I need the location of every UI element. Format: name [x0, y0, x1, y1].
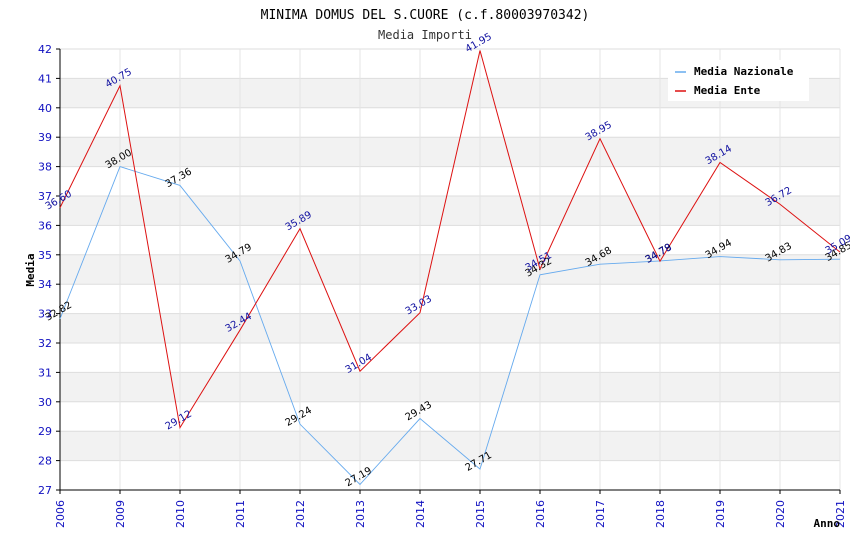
x-axis-label: Anno	[814, 517, 841, 530]
x-tick-label: 2020	[774, 500, 787, 528]
chart-subtitle: Media Importi	[378, 28, 472, 42]
series-line-media-nazionale	[59, 166, 841, 486]
y-tick-label: 36	[38, 219, 52, 232]
grid-band	[60, 431, 840, 461]
legend-label-media-nazionale: Media Nazionale	[694, 65, 794, 78]
y-tick-label: 35	[38, 249, 52, 262]
x-tick-label: 2017	[594, 500, 607, 528]
x-tick-label: 2016	[534, 500, 547, 528]
x-tick-labels: 2006 2009 2010 2011 2012 2013 2014 2015 2016 2017…	[54, 500, 847, 528]
grid-band	[60, 196, 840, 226]
x-tick-label: 2021	[834, 500, 847, 528]
y-tick-label: 32	[38, 337, 52, 350]
x-tick-label: 2011	[234, 500, 247, 528]
y-tick-label: 40	[38, 102, 52, 115]
legend-label-media-ente: Media Ente	[694, 84, 761, 97]
axes	[59, 49, 840, 491]
x-tick-label: 2013	[354, 500, 367, 528]
y-axis-label: Media	[24, 253, 37, 286]
chart-title: MINIMA DOMUS DEL S.CUORE (c.f.8000397034…	[261, 8, 590, 23]
y-tick-labels: 27 28 29 30 31 32 33 34 35 36 37 38 39 40 41 42	[38, 43, 52, 497]
x-tick-label: 2012	[294, 500, 307, 528]
y-tick-label: 39	[38, 131, 52, 144]
y-tick-label: 28	[38, 455, 52, 468]
x-tick-label: 2006	[54, 500, 67, 528]
data-label-media-ente: 29.12	[164, 409, 194, 433]
x-tick-label: 2014	[414, 500, 427, 528]
y-tick-label: 29	[38, 425, 52, 438]
y-tick-label: 42	[38, 43, 52, 56]
grid-band	[60, 137, 840, 167]
data-label-media-nazionale: 29.24	[284, 405, 314, 429]
legend-box	[668, 60, 809, 101]
data-label-media-nazionale: 37.36	[164, 166, 194, 190]
y-tick-label: 34	[38, 278, 52, 291]
x-tick-label: 2018	[654, 500, 667, 528]
legend: Media Nazionale Media Ente	[668, 60, 809, 101]
x-tick-label: 2019	[714, 500, 727, 528]
y-tick-label: 27	[38, 484, 52, 497]
series-line-media-ente	[59, 50, 841, 430]
grid-band	[60, 254, 840, 285]
grid-band	[60, 372, 840, 402]
y-tick-label: 30	[38, 396, 52, 409]
y-tick-label: 37	[38, 190, 52, 203]
x-tick-label: 2010	[174, 500, 187, 528]
y-tick-label: 38	[38, 161, 52, 174]
grid-band	[60, 313, 840, 343]
grid-bands	[60, 78, 840, 461]
y-tick-label: 33	[38, 308, 52, 321]
data-label-media-nazionale: 27.19	[344, 465, 374, 489]
x-tick-label: 2009	[114, 500, 127, 528]
x-tick-label: 2015	[474, 500, 487, 528]
y-tick-label: 31	[38, 366, 52, 379]
y-tick-label: 41	[38, 72, 52, 85]
series-lines	[59, 50, 841, 486]
